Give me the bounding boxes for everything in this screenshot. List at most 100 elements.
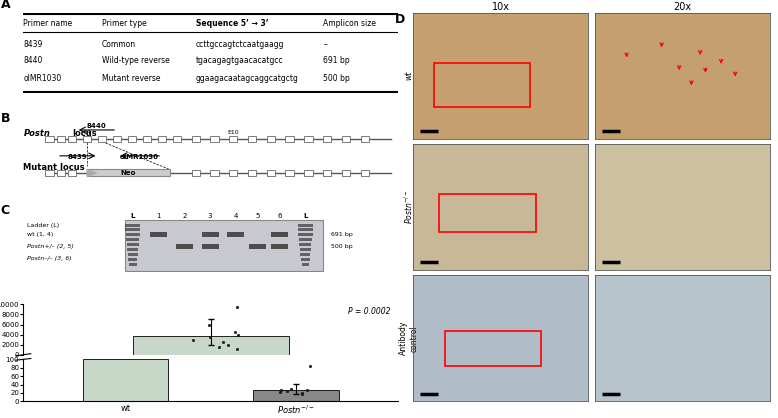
Text: Primer type: Primer type	[102, 18, 147, 28]
Polygon shape	[87, 169, 96, 176]
Text: 691 bp: 691 bp	[324, 56, 350, 66]
Bar	[68, 170, 76, 176]
Text: Mutant reverse: Mutant reverse	[102, 74, 160, 83]
Text: Neo: Neo	[121, 170, 136, 176]
Bar	[158, 136, 166, 142]
Bar	[125, 228, 140, 231]
Bar	[302, 263, 310, 266]
Text: Postn–/– (3, 6): Postn–/– (3, 6)	[27, 255, 72, 260]
Bar	[124, 224, 141, 227]
Bar	[304, 136, 313, 142]
Bar	[342, 136, 350, 142]
Text: 3: 3	[208, 213, 212, 219]
Text: 500 bp: 500 bp	[331, 244, 352, 249]
Bar	[211, 170, 219, 176]
Text: locus: locus	[72, 129, 96, 138]
Text: Postn: Postn	[23, 129, 51, 138]
Bar	[227, 232, 244, 237]
Text: ccttgccagtctcaatgaagg: ccttgccagtctcaatgaagg	[196, 40, 285, 49]
Bar	[176, 244, 193, 249]
Text: wt (1, 4): wt (1, 4)	[27, 232, 54, 237]
Bar	[298, 228, 313, 231]
Bar	[267, 170, 275, 176]
Bar	[173, 136, 181, 142]
Bar	[267, 136, 275, 142]
Text: A: A	[1, 0, 10, 11]
Text: C: C	[1, 204, 10, 217]
Bar	[211, 136, 219, 142]
Bar	[98, 136, 107, 142]
Bar	[254, 390, 338, 401]
Bar	[360, 170, 369, 176]
Bar	[128, 258, 137, 261]
Text: 6: 6	[278, 213, 282, 219]
Text: oIMR1030: oIMR1030	[120, 154, 159, 160]
Text: 1: 1	[156, 213, 160, 219]
Bar	[230, 170, 237, 176]
Bar	[202, 232, 219, 237]
Bar	[127, 243, 138, 246]
Bar	[45, 170, 54, 176]
Text: 500 bp: 500 bp	[324, 74, 350, 83]
Bar	[286, 170, 294, 176]
Bar	[128, 136, 136, 142]
Bar	[68, 136, 76, 142]
Text: Amplicon size: Amplicon size	[324, 18, 377, 28]
Bar	[124, 220, 324, 270]
Bar	[143, 136, 151, 142]
Y-axis label: $\it{Postn}^{-/-}$: $\it{Postn}^{-/-}$	[403, 189, 415, 224]
Bar	[248, 170, 256, 176]
Y-axis label: wt: wt	[405, 71, 413, 80]
Bar	[300, 253, 310, 256]
Text: –: –	[324, 40, 328, 49]
Bar	[83, 359, 168, 401]
Bar	[297, 224, 314, 227]
Bar	[57, 136, 65, 142]
Text: 2: 2	[182, 213, 187, 219]
Text: P = 0.0002: P = 0.0002	[349, 307, 391, 316]
Text: tgacagagtgaacacatgcc: tgacagagtgaacacatgcc	[196, 56, 283, 66]
Bar	[191, 136, 200, 142]
Bar	[150, 232, 166, 237]
Bar	[83, 136, 91, 142]
Bar	[300, 243, 311, 246]
Bar	[126, 238, 139, 241]
Bar	[272, 232, 288, 237]
Bar	[113, 136, 121, 142]
Text: Primer name: Primer name	[23, 18, 72, 28]
Text: Wild-type reverse: Wild-type reverse	[102, 56, 170, 66]
Bar	[133, 336, 289, 355]
Bar	[125, 233, 139, 236]
Text: Ladder (L): Ladder (L)	[27, 223, 59, 228]
Bar	[128, 263, 136, 266]
Bar	[272, 244, 288, 249]
Text: 8439: 8439	[23, 40, 43, 49]
Bar	[360, 136, 369, 142]
Text: 4: 4	[233, 213, 238, 219]
Text: E10: E10	[227, 130, 239, 135]
Bar	[249, 244, 266, 249]
Text: 8440: 8440	[23, 56, 43, 66]
Bar	[304, 170, 313, 176]
Text: E4: E4	[83, 130, 91, 135]
Text: Sequence 5’ → 3’: Sequence 5’ → 3’	[196, 18, 268, 28]
Text: 8439: 8439	[68, 154, 88, 160]
Bar	[323, 136, 331, 142]
Text: 5: 5	[256, 213, 260, 219]
Text: 8440: 8440	[86, 123, 107, 129]
Bar	[248, 136, 256, 142]
Bar	[202, 244, 219, 249]
Bar	[342, 170, 350, 176]
Bar	[191, 170, 200, 176]
Y-axis label: Antibody
control: Antibody control	[399, 321, 419, 355]
Text: 691 bp: 691 bp	[331, 232, 352, 237]
Bar	[127, 248, 138, 251]
Text: L: L	[131, 213, 135, 219]
Bar	[300, 248, 311, 251]
Bar	[301, 258, 310, 261]
Text: Mutant locus: Mutant locus	[23, 163, 85, 172]
Title: 20x: 20x	[674, 2, 692, 12]
Bar	[57, 170, 65, 176]
Text: L: L	[303, 213, 307, 219]
Bar	[45, 136, 54, 142]
